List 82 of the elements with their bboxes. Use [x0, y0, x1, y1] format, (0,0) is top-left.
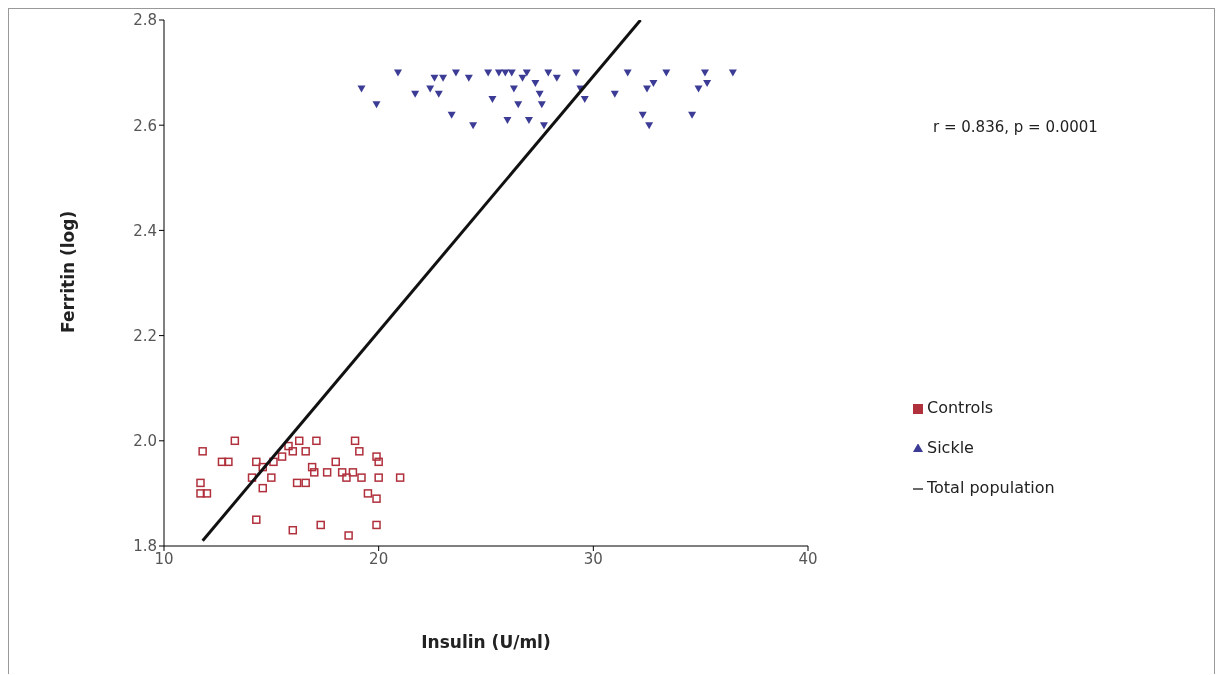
point	[372, 520, 381, 530]
point	[357, 85, 366, 93]
point	[217, 457, 227, 467]
point	[269, 457, 278, 467]
point	[307, 462, 317, 472]
point	[252, 515, 261, 524]
point	[267, 473, 276, 482]
point	[503, 116, 512, 124]
point	[344, 531, 353, 540]
point	[342, 473, 351, 482]
point	[284, 441, 293, 451]
point	[348, 468, 358, 477]
point	[224, 457, 233, 467]
point	[198, 447, 207, 456]
point	[247, 473, 257, 482]
point	[649, 80, 658, 88]
point	[518, 74, 527, 82]
point	[426, 85, 435, 93]
y-tick-label: 2.2	[133, 326, 157, 345]
point	[301, 447, 310, 456]
point	[363, 489, 373, 498]
x-tick-label: 20	[369, 549, 389, 568]
point	[703, 80, 712, 88]
point	[539, 122, 548, 130]
point	[350, 436, 360, 446]
point	[196, 478, 205, 488]
y-tick-label: 2.4	[133, 221, 157, 240]
point	[202, 489, 212, 498]
point	[331, 457, 340, 467]
point	[292, 478, 302, 488]
point	[537, 101, 546, 109]
point	[374, 473, 383, 482]
point	[301, 478, 310, 488]
legend-label: Total population	[927, 478, 1055, 497]
point	[509, 85, 518, 93]
point	[288, 525, 298, 535]
point	[430, 74, 439, 82]
y-tick-label: 2.8	[133, 11, 157, 30]
point	[411, 90, 420, 98]
text: r = 0.836, p = 0.0001	[933, 118, 1098, 136]
point	[294, 436, 304, 446]
y-tick-label: 2.0	[133, 432, 157, 451]
point	[258, 462, 267, 472]
point	[645, 122, 654, 130]
point	[552, 74, 561, 82]
point	[638, 111, 647, 119]
x-tick-label: 40	[798, 549, 818, 568]
point	[524, 116, 533, 124]
point	[580, 95, 589, 103]
point	[196, 489, 205, 498]
point	[252, 457, 261, 467]
point	[488, 95, 497, 103]
point	[355, 447, 364, 456]
legend-label: Sickle	[927, 438, 974, 457]
point	[277, 452, 287, 461]
point	[514, 101, 523, 109]
point	[288, 447, 298, 456]
legend-label: Controls	[927, 398, 994, 417]
point	[337, 468, 347, 477]
y-tick-label: 2.6	[133, 116, 157, 135]
point	[230, 436, 240, 446]
y-axis-title: Ferritin (log)	[58, 210, 79, 333]
point	[372, 452, 381, 461]
point	[694, 85, 703, 93]
y-tick-label: 1.8	[133, 537, 157, 556]
point	[258, 483, 267, 493]
point	[439, 74, 448, 82]
point	[372, 494, 381, 503]
point	[372, 101, 381, 109]
point	[643, 85, 651, 93]
point	[531, 80, 540, 88]
point	[395, 473, 405, 482]
point	[310, 468, 319, 477]
x-axis-title: Insulin (U/ml)	[421, 632, 551, 652]
x-tick-label: 30	[583, 549, 603, 568]
point	[322, 468, 332, 477]
point	[312, 436, 321, 446]
point	[316, 520, 325, 530]
point	[374, 457, 383, 467]
point	[464, 74, 473, 82]
point	[469, 122, 478, 130]
point	[357, 473, 366, 482]
